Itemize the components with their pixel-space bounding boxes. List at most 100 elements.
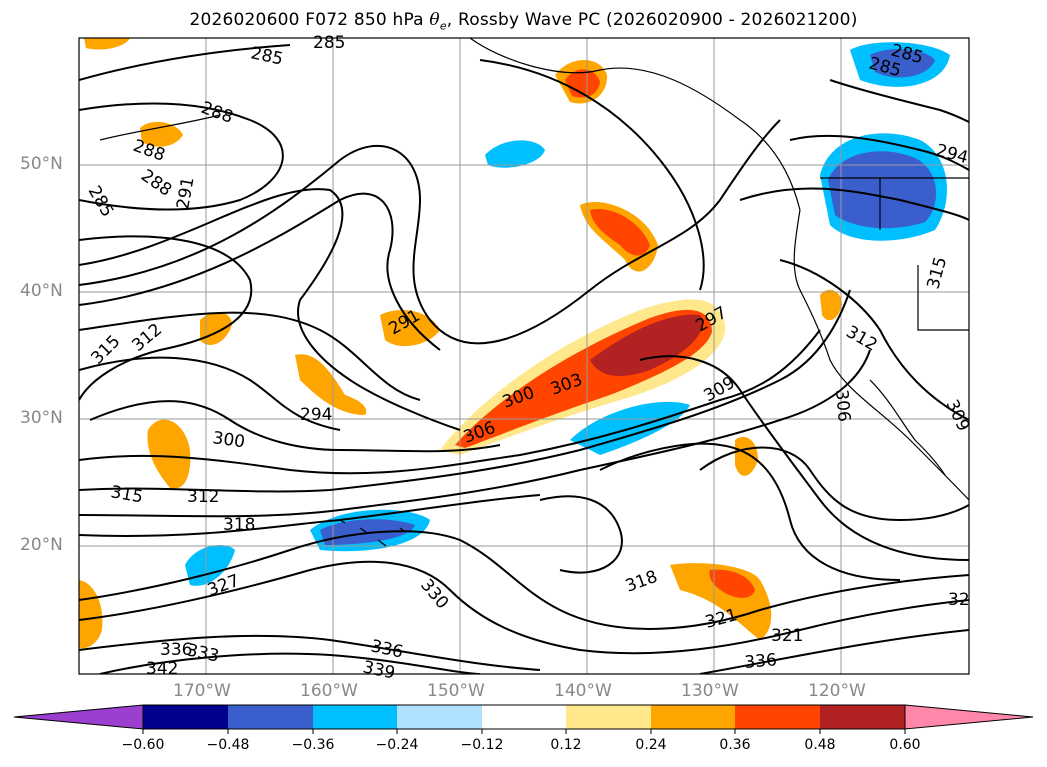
colorbar-bin xyxy=(313,705,397,729)
contour-label: 315 xyxy=(109,482,144,507)
colorbar-tick-label: −0.24 xyxy=(375,737,419,753)
contour-line xyxy=(79,634,541,671)
colorbar-tick-label: 0.12 xyxy=(550,737,582,753)
lat-label-50: 50°N xyxy=(20,154,63,174)
contour-label: 306 xyxy=(831,389,854,423)
contour-label: 294 xyxy=(300,405,332,425)
graticule xyxy=(79,38,969,674)
positive-anomaly-california xyxy=(820,289,842,321)
contour-label: 321 xyxy=(703,605,740,633)
contour-line xyxy=(79,44,291,81)
map-title: 2026020600 F072 850 hPa θe, Rossby Wave … xyxy=(189,10,858,33)
colorbar-bin xyxy=(651,705,735,729)
contour-line xyxy=(79,329,821,475)
lon-label-120w: 120°W xyxy=(808,681,866,701)
negative-anomaly-north xyxy=(485,140,545,168)
positive-anomaly-small-west xyxy=(200,312,232,345)
baja-coast xyxy=(869,379,946,476)
positive-anomaly-nw-edge xyxy=(84,38,130,50)
contour-label: 300 xyxy=(211,428,246,452)
colorbar xyxy=(13,704,1034,734)
theta-e-contours xyxy=(79,44,969,674)
contour-label: 321 xyxy=(771,626,803,646)
contour-label: 291 xyxy=(173,175,198,210)
lon-label-160w: 160°W xyxy=(300,681,358,701)
contour-label: 288 xyxy=(137,166,175,201)
colorbar-tick-label: −0.12 xyxy=(460,737,504,753)
positive-anomaly-peak xyxy=(590,314,703,376)
contour-label: 315 xyxy=(924,255,952,292)
contour-line xyxy=(789,134,969,171)
colorbar-bin xyxy=(143,705,228,729)
contour-label: 315 xyxy=(87,331,124,368)
contour-label: 342 xyxy=(146,659,178,679)
contour-label: 318 xyxy=(623,567,660,597)
contour-line xyxy=(79,235,253,401)
contour-label: 312 xyxy=(187,487,219,507)
colorbar-tick-label: −0.60 xyxy=(121,737,165,753)
contour-line xyxy=(599,442,901,581)
coastlines xyxy=(99,38,969,547)
map-frame xyxy=(78,37,970,675)
colorbar-tick-label: 0.24 xyxy=(635,737,667,753)
contour-line xyxy=(779,259,969,421)
colorbar-bin xyxy=(566,705,651,729)
contour-line xyxy=(99,652,481,674)
contour-line xyxy=(79,494,541,537)
positive-anomaly-southwest xyxy=(147,419,191,489)
hawaii xyxy=(339,519,405,547)
contour-label: 285 xyxy=(313,33,345,53)
alaska-coast xyxy=(469,38,801,211)
lon-label-130w: 130°W xyxy=(681,681,739,701)
colorbar-bin xyxy=(228,705,313,729)
lon-label-170w: 170°W xyxy=(173,681,231,701)
contour-label: 312 xyxy=(843,322,881,356)
interior-boundary xyxy=(879,178,969,331)
contour-label: 336 xyxy=(160,640,192,660)
lat-label-30: 30°N xyxy=(20,408,63,428)
contour-line xyxy=(79,102,284,211)
lat-label-40: 40°N xyxy=(20,281,63,301)
colorbar-under-extend xyxy=(13,704,144,730)
contour-line xyxy=(89,400,501,453)
contour-label: 330 xyxy=(416,575,452,613)
contour-line xyxy=(79,192,441,351)
colorbar-bin xyxy=(397,705,482,729)
negative-anomaly-canada-core xyxy=(828,151,937,229)
contour-label: 32 xyxy=(948,590,970,610)
contour-line xyxy=(699,446,969,522)
shaded-anomalies xyxy=(79,38,950,649)
contour-label: 285 xyxy=(249,43,285,69)
lat-label-20: 20°N xyxy=(20,535,63,555)
contour-label: 318 xyxy=(223,515,255,535)
positive-anomaly-nw xyxy=(140,121,183,147)
positive-anomaly-left-edge xyxy=(79,580,103,649)
contour-line xyxy=(539,495,623,574)
negative-anomaly-northeast-core xyxy=(870,48,935,78)
lon-label-150w: 150°W xyxy=(427,681,485,701)
contour-line xyxy=(639,355,969,561)
positive-anomaly-south-core xyxy=(709,569,755,598)
contour-labels: 285 285 288 288 285 288 291 291 294 294 … xyxy=(84,33,974,684)
colorbar-tick-label: −0.36 xyxy=(291,737,335,753)
colorbar-tick-label: 0.60 xyxy=(889,737,921,753)
contour-line xyxy=(79,530,969,630)
negative-anomaly-hawaii-core xyxy=(320,519,415,545)
contour-line xyxy=(479,59,705,291)
contour-line xyxy=(79,289,851,493)
north-america-coast xyxy=(793,209,969,501)
contour-line xyxy=(79,311,421,401)
aleutians xyxy=(99,114,221,141)
contour-line xyxy=(79,560,969,655)
contour-line xyxy=(79,349,871,518)
contour-line xyxy=(79,119,781,345)
positive-anomaly-gulf-core xyxy=(590,209,650,256)
colorbar-over-extend xyxy=(904,704,1034,730)
positive-anomaly-west-central xyxy=(295,354,367,415)
contour-line xyxy=(79,356,341,431)
colorbar-bin xyxy=(820,705,905,729)
colorbar-bin xyxy=(735,705,820,729)
contour-line xyxy=(699,629,969,674)
colorbar-tick-label: −0.48 xyxy=(206,737,250,753)
